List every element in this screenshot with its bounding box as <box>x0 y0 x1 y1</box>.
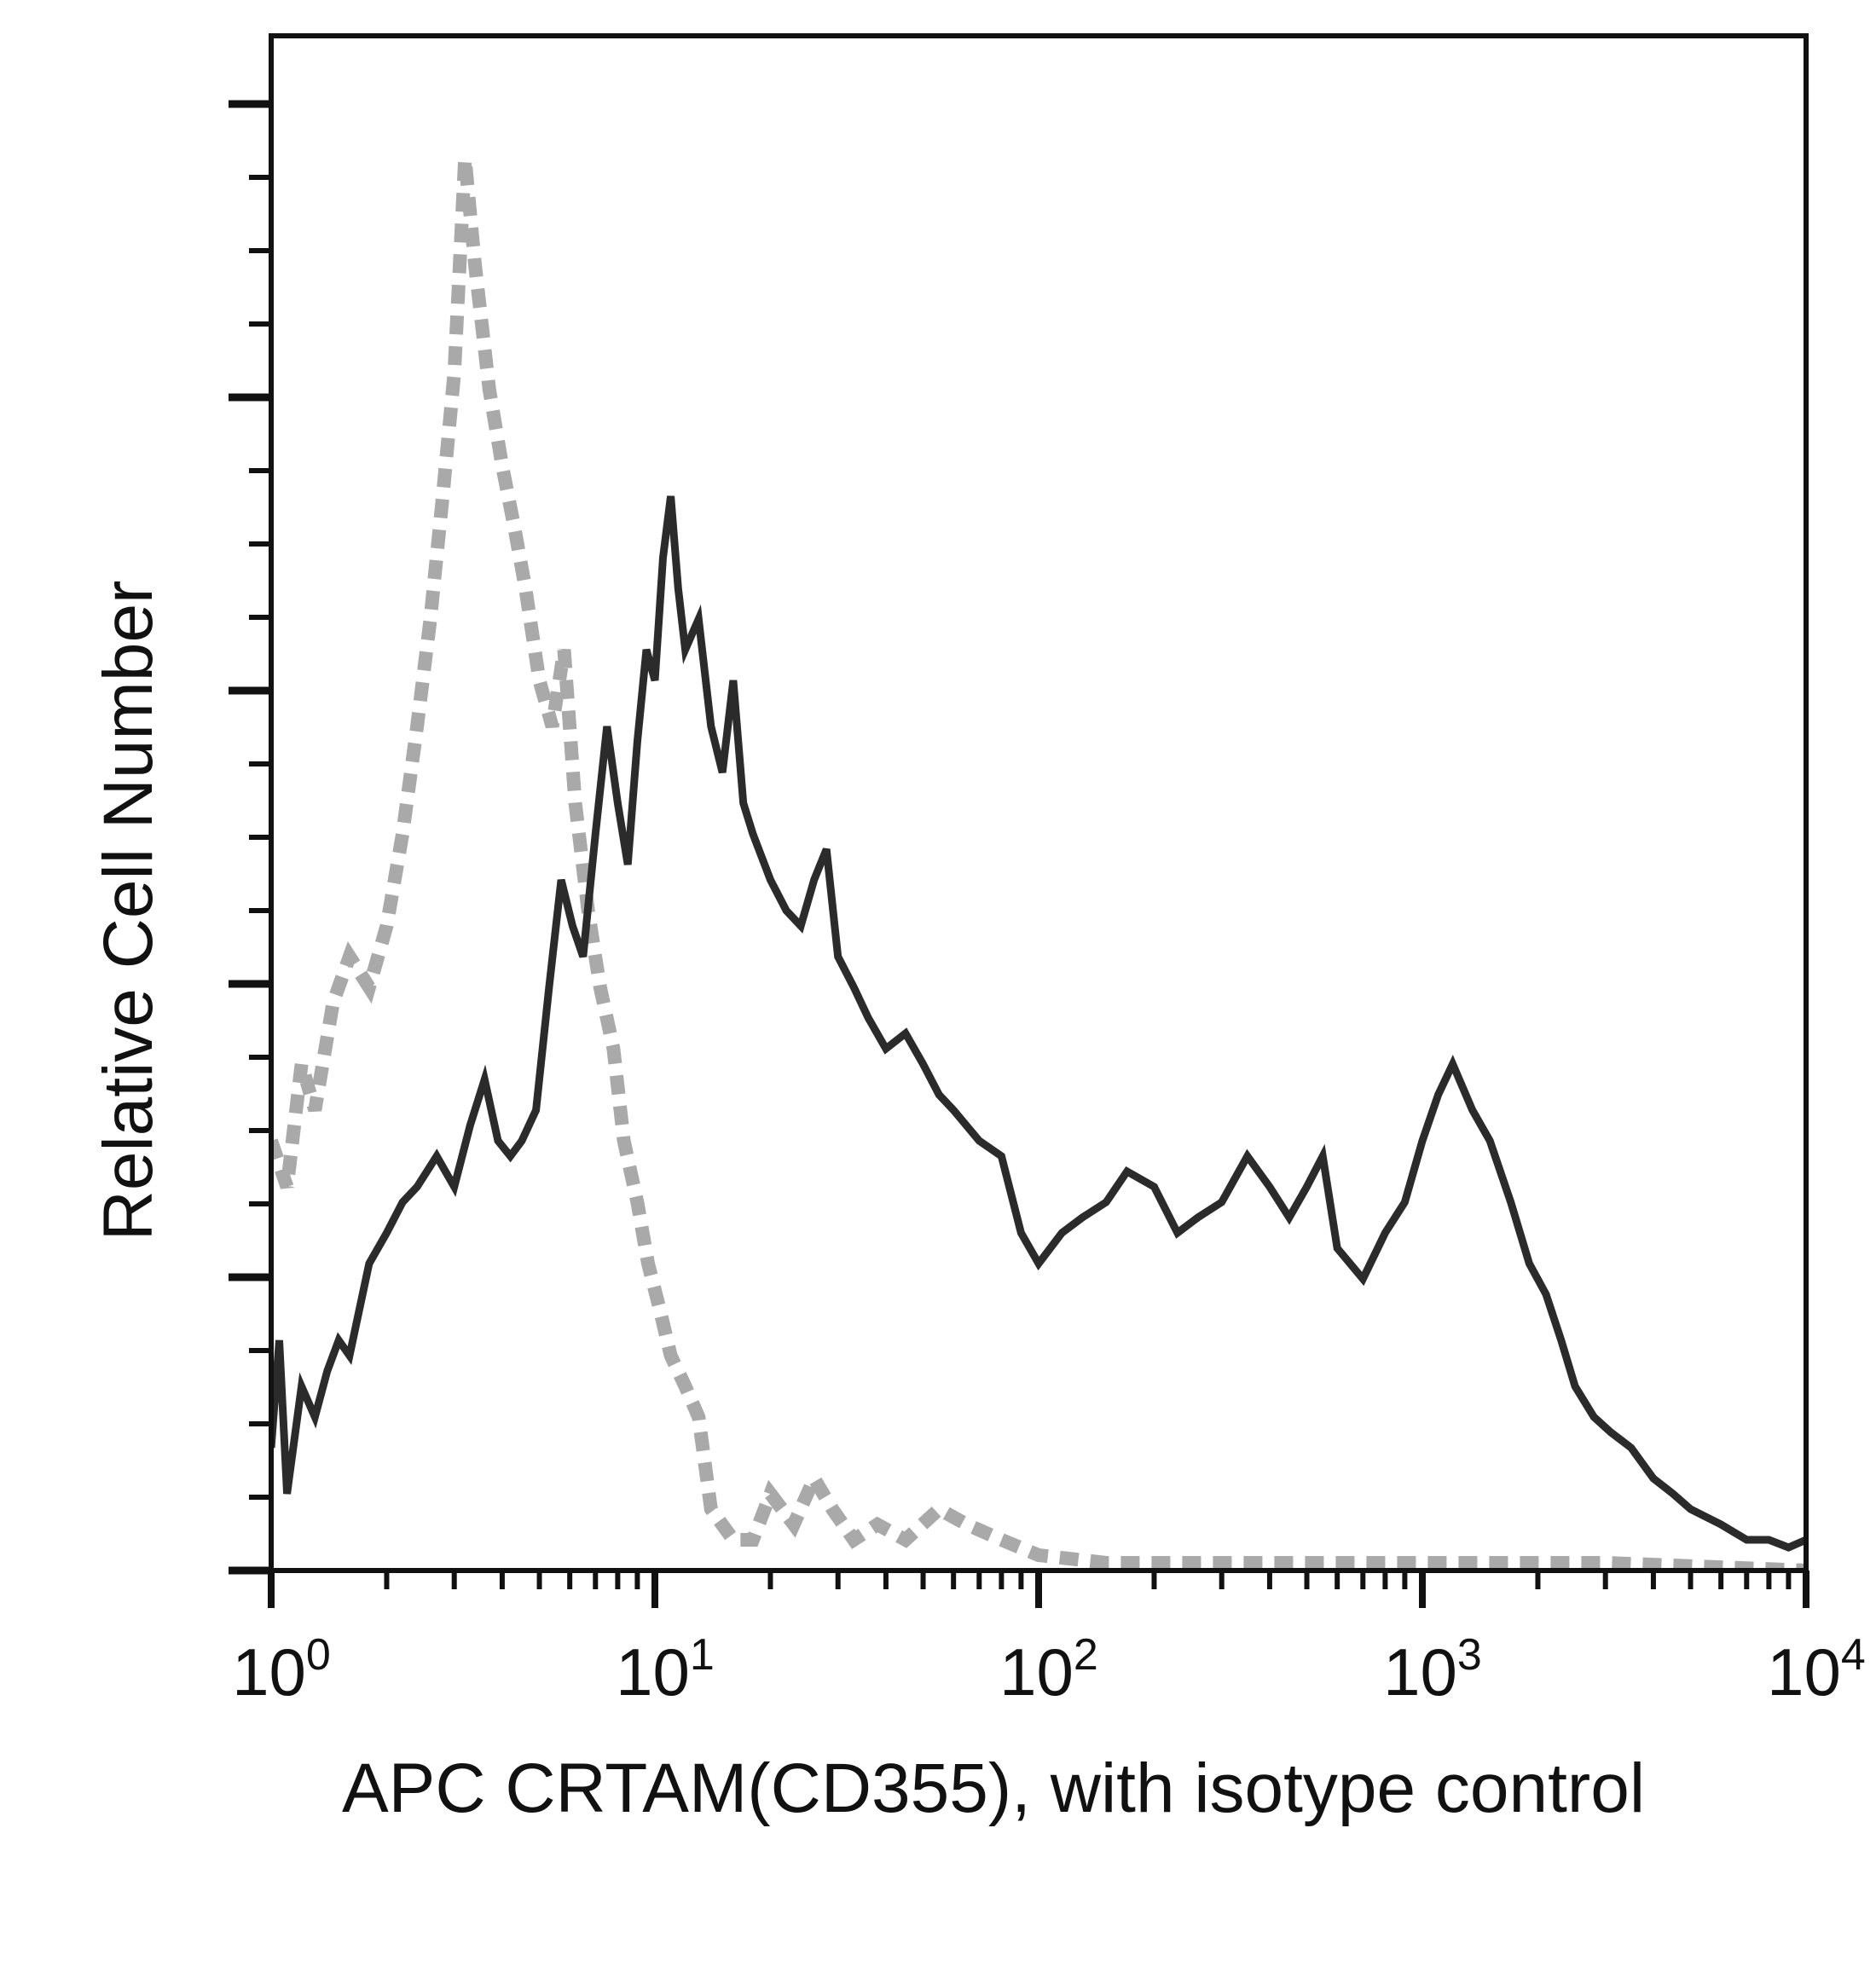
x-tick-label: 102 <box>999 1630 1098 1709</box>
plot-frame <box>269 33 1809 1573</box>
series-traces <box>271 158 1806 1571</box>
x-tick-exponent: 0 <box>306 1630 331 1680</box>
x-tick-exponent: 1 <box>690 1630 715 1680</box>
x-axis-label: APC CRTAM(CD355), with isotype control <box>342 1750 1645 1827</box>
y-axis-label: Relative Cell Number <box>90 581 167 1241</box>
x-tick-base: 10 <box>1383 1634 1457 1709</box>
x-tick-base: 10 <box>999 1634 1074 1709</box>
x-tick-labels: 100 101 102 103 104 <box>232 1630 1866 1709</box>
axes <box>229 33 1809 1608</box>
plot-area <box>271 158 1806 1571</box>
x-tick-exponent: 3 <box>1457 1630 1482 1680</box>
x-tick-exponent: 4 <box>1841 1630 1866 1680</box>
x-tick-base: 10 <box>616 1634 690 1709</box>
x-tick-exponent: 2 <box>1074 1630 1098 1680</box>
x-tick-label: 101 <box>616 1630 715 1709</box>
x-tick-label: 104 <box>1767 1630 1866 1709</box>
isotype-control-histogram <box>271 158 1806 1571</box>
x-tick-label: 103 <box>1383 1630 1482 1709</box>
x-tick-label: 100 <box>232 1630 331 1709</box>
x-tick-base: 10 <box>232 1634 306 1709</box>
crtam-histogram <box>271 495 1806 1552</box>
x-tick-base: 10 <box>1767 1634 1841 1709</box>
